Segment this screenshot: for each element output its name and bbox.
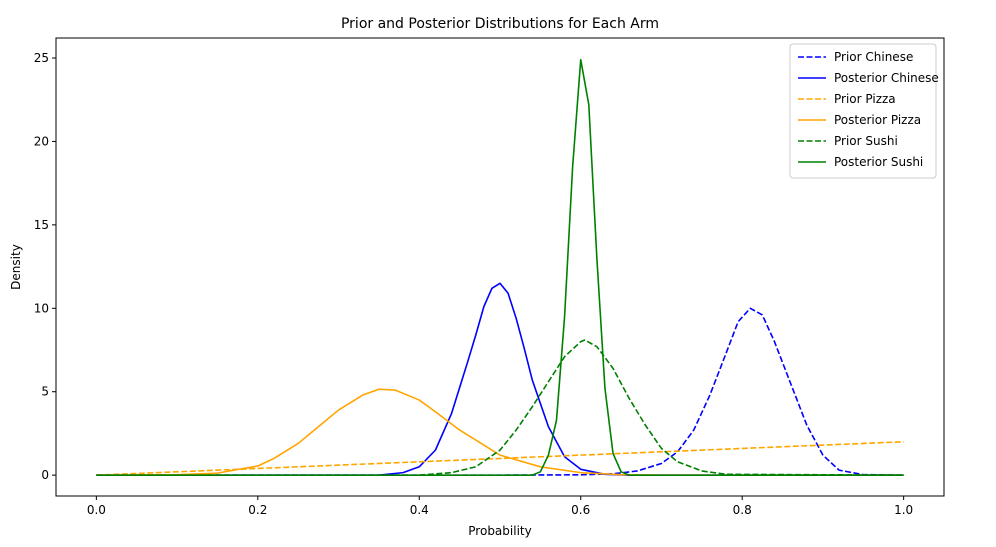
legend-label: Posterior Chinese <box>834 71 939 85</box>
x-tick-label: 0.0 <box>87 503 106 517</box>
legend-label: Prior Sushi <box>834 134 898 148</box>
x-axis-label: Probability <box>468 524 531 538</box>
x-tick-label: 0.6 <box>571 503 590 517</box>
chart-title: Prior and Posterior Distributions for Ea… <box>341 16 659 32</box>
series-line-prior-sushi <box>96 339 904 476</box>
y-tick-label: 5 <box>41 385 49 399</box>
x-tick-label: 1.0 <box>894 503 913 517</box>
legend-label: Posterior Sushi <box>834 155 923 169</box>
series-line-prior-chinese <box>96 307 904 476</box>
axes-frame <box>55 37 945 497</box>
series-line-posterior-sushi <box>96 58 904 476</box>
plot-area <box>96 58 904 476</box>
legend-label: Prior Pizza <box>834 92 896 106</box>
y-tick-label: 10 <box>34 301 49 315</box>
y-tick-label: 0 <box>41 468 49 482</box>
legend-box <box>789 43 937 179</box>
x-tick-label: 0.8 <box>733 503 752 517</box>
series-line-prior-pizza <box>96 440 904 476</box>
legend: Prior Chinese Posterior Chinese Prior Pizz… <box>789 43 939 179</box>
axis-ticks: 0.0 0.2 0.4 0.6 0.8 1.0 0 5 10 15 20 25 <box>34 51 913 517</box>
y-tick-label: 20 <box>34 134 49 148</box>
y-tick-label: 15 <box>34 218 49 232</box>
x-tick-label: 0.2 <box>248 503 267 517</box>
legend-label: Posterior Pizza <box>834 113 921 127</box>
series-line-posterior-pizza <box>96 388 904 476</box>
y-tick-label: 25 <box>34 51 49 65</box>
x-tick-label: 0.4 <box>410 503 429 517</box>
legend-label: Prior Chinese <box>834 50 913 64</box>
y-axis-label: Density <box>9 244 23 290</box>
